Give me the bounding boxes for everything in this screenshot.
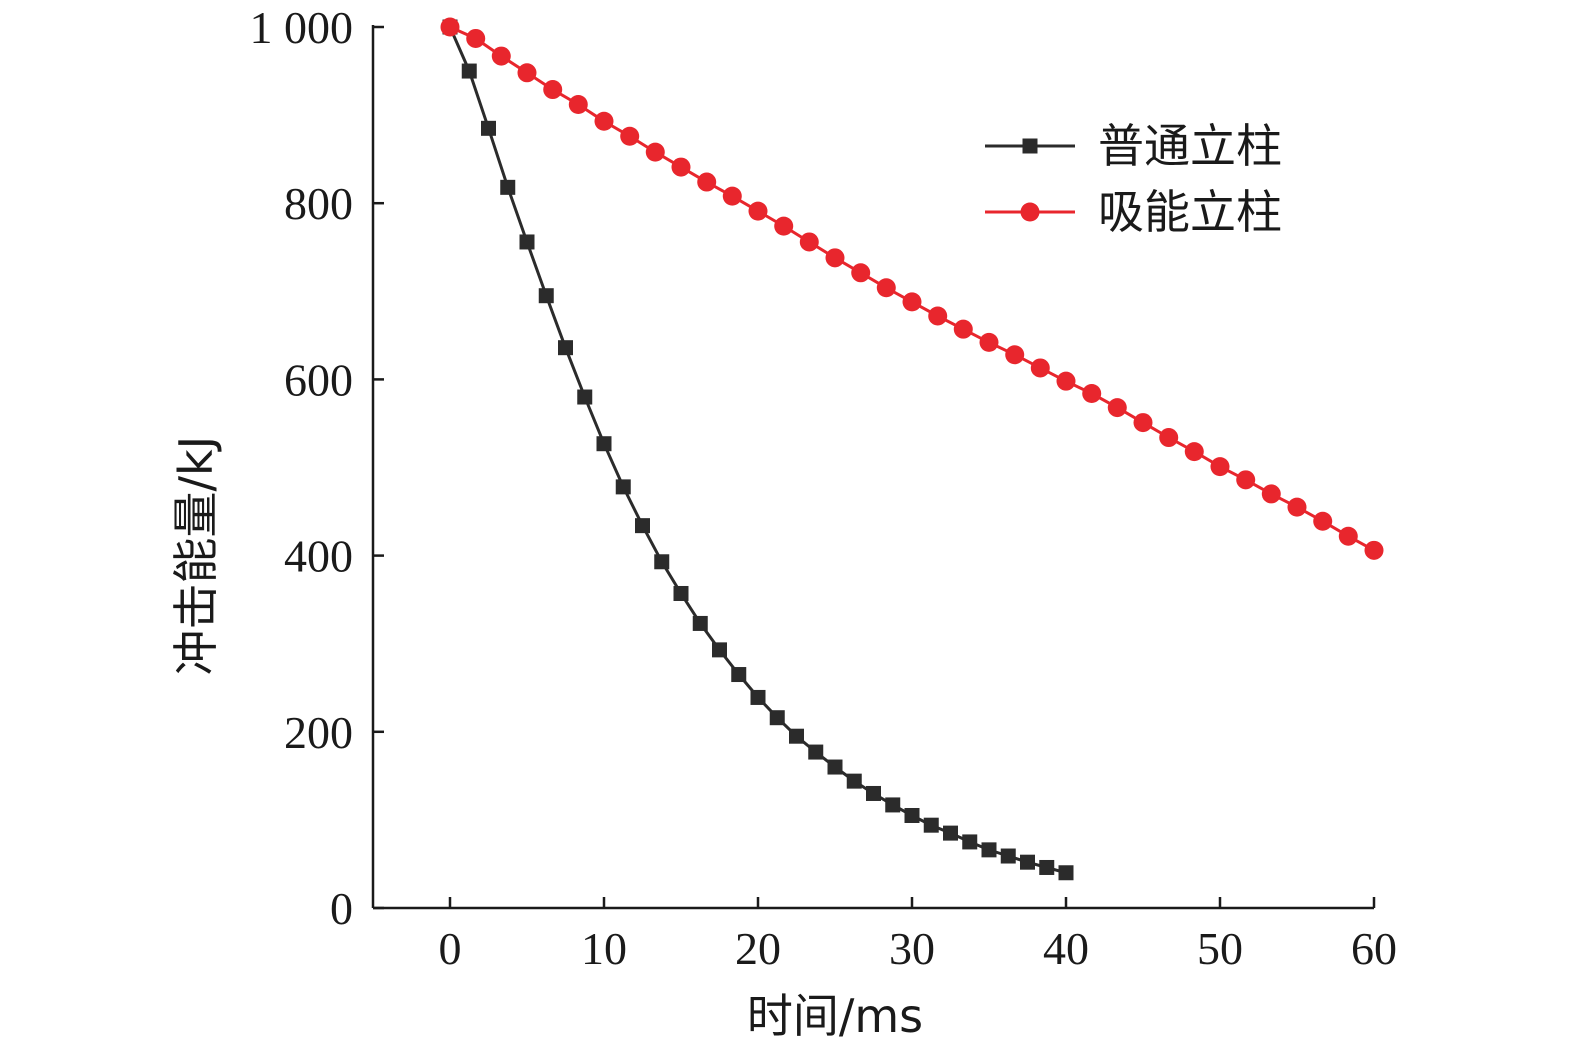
series-energy-absorbing-column (440, 17, 1384, 560)
y-tick-label: 400 (284, 531, 353, 582)
y-tick-label: 800 (284, 178, 353, 229)
data-point (981, 842, 997, 858)
data-point (1287, 497, 1307, 517)
data-point (885, 797, 901, 813)
data-point (851, 263, 871, 283)
series-ordinary-column (442, 19, 1074, 881)
data-point (1313, 511, 1333, 531)
data-point (461, 63, 477, 79)
data-point (697, 172, 717, 192)
data-point (808, 744, 824, 760)
data-point (769, 710, 785, 726)
data-point (594, 111, 614, 131)
x-tick-label: 10 (581, 923, 627, 974)
x-tick-label: 20 (735, 923, 781, 974)
x-tick-label: 50 (1197, 923, 1243, 974)
x-tick-label: 40 (1043, 923, 1089, 974)
series-line (448, 26, 1067, 875)
y-tick-label: 0 (330, 883, 353, 934)
data-point (923, 817, 939, 833)
data-point (979, 332, 999, 352)
data-point (692, 615, 708, 631)
data-point (491, 46, 511, 66)
data-point (519, 234, 535, 250)
data-point (789, 728, 804, 744)
legend-item: 吸能立柱 (985, 185, 1282, 239)
data-point (943, 825, 958, 841)
data-point (620, 126, 640, 146)
data-point (748, 201, 768, 221)
data-point (774, 216, 794, 236)
data-point (799, 232, 819, 252)
data-point (1133, 413, 1153, 433)
data-point (481, 120, 496, 136)
data-point (1020, 854, 1035, 870)
data-point (466, 28, 486, 48)
data-point (568, 95, 588, 115)
data-point (904, 807, 920, 823)
legend-label: 吸能立柱 (1098, 185, 1282, 239)
data-point (846, 773, 862, 789)
data-point (500, 179, 516, 195)
data-point (1261, 484, 1281, 504)
y-tick-label: 1 000 (250, 2, 354, 53)
data-point (440, 17, 460, 37)
data-point (1005, 345, 1025, 365)
legend-item: 普通立柱 (985, 119, 1282, 173)
data-point (1107, 398, 1127, 418)
x-axis-title: 时间/ms (747, 989, 923, 1043)
data-point (558, 340, 573, 356)
data-point (1058, 865, 1074, 881)
data-point (1000, 848, 1016, 864)
data-point (731, 667, 747, 683)
data-point (671, 157, 691, 177)
y-tick-label: 200 (284, 707, 353, 758)
data-point (876, 278, 896, 298)
legend-label: 普通立柱 (1098, 119, 1282, 173)
data-point (517, 63, 537, 83)
data-point (953, 319, 973, 339)
data-point (673, 585, 689, 601)
data-point (654, 554, 670, 570)
series-line (449, 25, 1375, 552)
data-point (750, 689, 766, 705)
data-point (827, 759, 843, 775)
data-point (596, 436, 612, 452)
y-axis-title: 冲击能量/kJ (169, 436, 223, 676)
data-point (1022, 138, 1038, 154)
x-tick-label: 0 (439, 923, 462, 974)
data-point (1056, 371, 1076, 391)
data-point (825, 248, 845, 268)
data-point (577, 389, 593, 405)
data-point (635, 518, 650, 534)
y-tick-label: 600 (284, 354, 353, 405)
data-point (1082, 383, 1102, 403)
data-point (712, 642, 727, 658)
data-point (1020, 202, 1040, 222)
data-point (866, 785, 881, 801)
data-point (1210, 457, 1230, 477)
x-tick-label: 60 (1351, 923, 1397, 974)
data-point (1236, 470, 1256, 490)
data-point (1364, 540, 1384, 560)
data-point (1338, 526, 1358, 546)
data-point (543, 80, 563, 100)
data-point (902, 292, 922, 312)
data-point (962, 834, 978, 850)
data-point (1030, 358, 1050, 378)
data-point (928, 306, 948, 326)
data-point (615, 479, 631, 495)
data-point (645, 142, 665, 162)
data-point (1159, 428, 1179, 448)
series-layer (440, 17, 1384, 881)
x-tick-label: 30 (889, 923, 935, 974)
data-point (722, 186, 742, 206)
data-point (538, 288, 554, 304)
data-point (1184, 442, 1204, 462)
data-point (1039, 859, 1055, 875)
